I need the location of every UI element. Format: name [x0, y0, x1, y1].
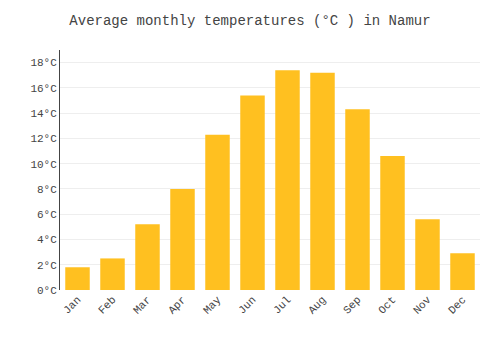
svg-text:Sep: Sep: [341, 294, 363, 316]
svg-text:Oct: Oct: [376, 294, 398, 316]
svg-text:8°C: 8°C: [37, 184, 57, 196]
svg-text:Jun: Jun: [236, 294, 258, 316]
svg-text:4°C: 4°C: [37, 234, 57, 246]
svg-text:Jul: Jul: [271, 294, 293, 316]
svg-text:May: May: [201, 294, 224, 317]
svg-text:Mar: Mar: [131, 294, 153, 316]
svg-text:Dec: Dec: [446, 294, 468, 316]
svg-text:Jan: Jan: [61, 294, 83, 316]
svg-text:16°C: 16°C: [30, 83, 57, 95]
svg-text:Apr: Apr: [166, 294, 188, 316]
svg-text:Average monthly temperatures (: Average monthly temperatures (°C ) in Na…: [69, 13, 430, 29]
svg-text:18°C: 18°C: [30, 57, 57, 69]
svg-text:6°C: 6°C: [37, 209, 57, 221]
svg-text:Nov: Nov: [411, 294, 434, 317]
svg-text:14°C: 14°C: [30, 108, 57, 120]
svg-text:2°C: 2°C: [37, 260, 57, 272]
svg-text:12°C: 12°C: [30, 133, 57, 145]
svg-text:Aug: Aug: [306, 294, 328, 316]
svg-text:0°C: 0°C: [37, 285, 57, 297]
svg-text:10°C: 10°C: [30, 159, 57, 171]
svg-text:Feb: Feb: [96, 294, 118, 316]
